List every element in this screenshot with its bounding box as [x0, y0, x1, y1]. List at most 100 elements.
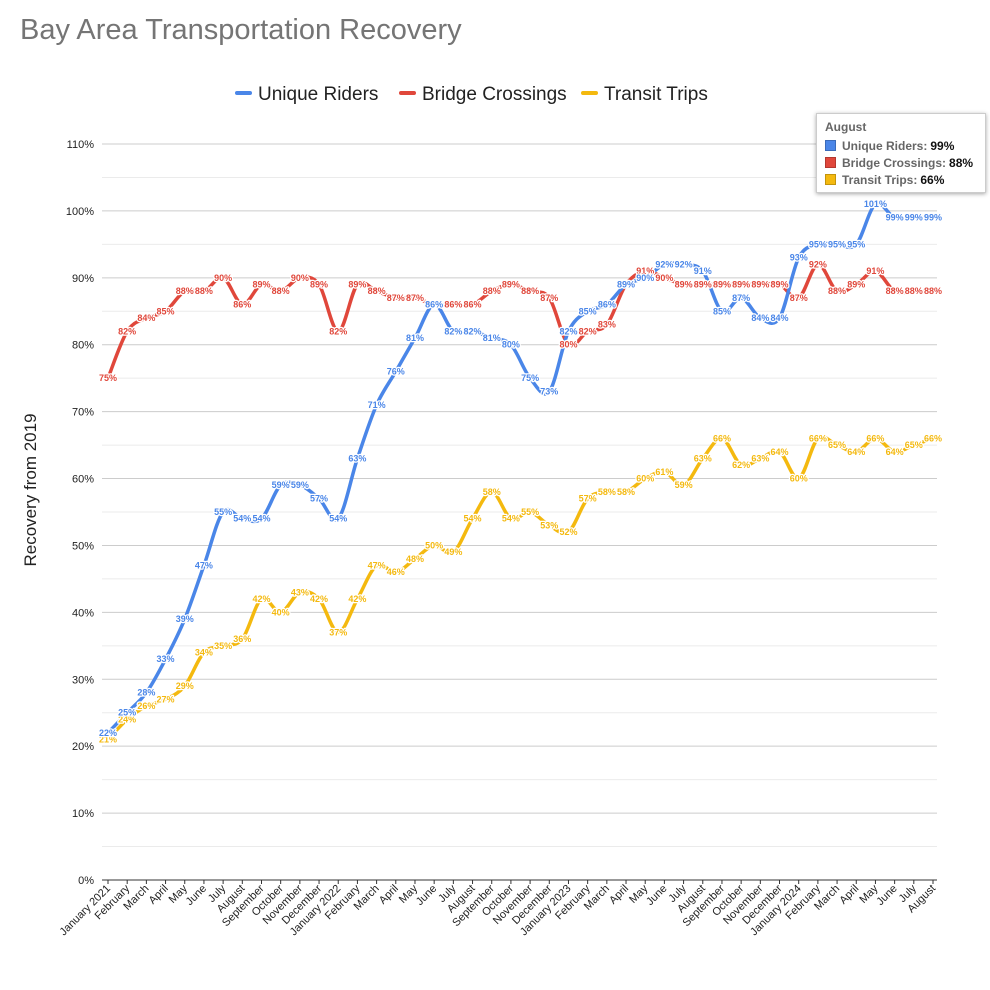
data-label-unique-riders: 81%	[406, 333, 424, 343]
data-label-transit-trips: 59%	[675, 480, 693, 490]
data-label-bridge-crossings: 90%	[291, 273, 309, 283]
data-label-transit-trips: 57%	[579, 494, 597, 504]
series-lines	[106, 201, 935, 742]
data-label-bridge-crossings: 91%	[866, 266, 884, 276]
series-line-bridge-crossings	[106, 262, 935, 380]
chart-title: Bay Area Transportation Recovery	[20, 14, 462, 46]
data-label-bridge-crossings: 88%	[886, 286, 904, 296]
data-label-unique-riders: 99%	[886, 213, 904, 223]
data-label-transit-trips: 29%	[176, 681, 194, 691]
data-label-unique-riders: 57%	[310, 494, 328, 504]
y-tick-label: 10%	[72, 808, 94, 820]
series-line-transit-trips	[106, 435, 935, 742]
data-label-bridge-crossings: 89%	[675, 280, 693, 290]
data-label-transit-trips: 60%	[636, 474, 654, 484]
data-label-transit-trips: 50%	[425, 540, 443, 550]
data-label-unique-riders: 59%	[291, 480, 309, 490]
y-axis-label: Recovery from 2019	[21, 413, 40, 566]
data-label-unique-riders: 76%	[387, 366, 405, 376]
data-label-bridge-crossings: 87%	[406, 293, 424, 303]
y-tick-label: 50%	[72, 540, 94, 552]
data-label-unique-riders: 82%	[444, 326, 462, 336]
y-tick-label: 30%	[72, 674, 94, 686]
data-label-bridge-crossings: 88%	[828, 286, 846, 296]
y-tick-label: 20%	[72, 741, 94, 753]
y-tick-label: 70%	[72, 407, 94, 419]
legend-item-transit-trips[interactable]: Transit Trips	[581, 84, 708, 105]
data-label-unique-riders: 95%	[809, 239, 827, 249]
data-label-bridge-crossings: 87%	[387, 293, 405, 303]
data-label-unique-riders: 54%	[252, 514, 270, 524]
data-label-unique-riders: 82%	[464, 326, 482, 336]
data-labels: 21%24%26%27%29%34%35%36%42%40%43%42%37%4…	[98, 198, 944, 746]
data-label-transit-trips: 42%	[348, 594, 366, 604]
data-label-transit-trips: 46%	[387, 567, 405, 577]
data-label-transit-trips: 61%	[655, 467, 673, 477]
series-line-unique-riders	[106, 201, 935, 735]
data-label-unique-riders: 82%	[559, 326, 577, 336]
data-label-bridge-crossings: 84%	[137, 313, 155, 323]
data-label-transit-trips: 65%	[905, 440, 923, 450]
data-label-bridge-crossings: 88%	[195, 286, 213, 296]
y-tick-label: 100%	[66, 206, 94, 218]
data-label-unique-riders: 39%	[176, 614, 194, 624]
y-tick-label: 80%	[72, 340, 94, 352]
data-label-unique-riders: 55%	[214, 507, 232, 517]
tooltip-label: Bridge Crossings:	[842, 155, 947, 170]
data-label-bridge-crossings: 92%	[809, 259, 827, 269]
data-label-transit-trips: 55%	[521, 507, 539, 517]
data-label-bridge-crossings: 88%	[176, 286, 194, 296]
tooltip-label: Transit Trips:	[842, 172, 918, 187]
data-label-transit-trips: 58%	[617, 487, 635, 497]
legend-item-unique-riders[interactable]: Unique Riders	[235, 84, 378, 105]
data-label-bridge-crossings: 83%	[598, 320, 616, 330]
data-label-transit-trips: 65%	[828, 440, 846, 450]
data-label-unique-riders: 93%	[790, 253, 808, 263]
data-label-bridge-crossings: 88%	[272, 286, 290, 296]
data-label-bridge-crossings: 89%	[694, 280, 712, 290]
data-label-unique-riders: 86%	[598, 300, 616, 310]
data-label-unique-riders: 54%	[233, 514, 251, 524]
data-label-unique-riders: 80%	[502, 340, 520, 350]
data-label-transit-trips: 35%	[214, 641, 232, 651]
data-label-transit-trips: 64%	[771, 447, 789, 457]
tooltip-header: August	[825, 120, 867, 134]
data-label-unique-riders: 28%	[137, 688, 155, 698]
data-label-transit-trips: 53%	[540, 520, 558, 530]
data-label-unique-riders: 71%	[368, 400, 386, 410]
tooltip-swatch-unique-riders	[825, 140, 836, 151]
data-label-bridge-crossings: 86%	[464, 300, 482, 310]
data-label-transit-trips: 60%	[790, 474, 808, 484]
data-label-bridge-crossings: 89%	[713, 280, 731, 290]
y-tick-label: 60%	[72, 474, 94, 486]
data-label-transit-trips: 34%	[195, 648, 213, 658]
data-label-unique-riders: 84%	[771, 313, 789, 323]
tooltip-swatch-bridge-crossings	[825, 157, 836, 168]
data-label-bridge-crossings: 85%	[157, 306, 175, 316]
data-label-bridge-crossings: 87%	[790, 293, 808, 303]
data-label-transit-trips: 21%	[99, 734, 117, 744]
data-label-bridge-crossings: 88%	[905, 286, 923, 296]
data-label-transit-trips: 37%	[329, 627, 347, 637]
data-label-bridge-crossings: 91%	[636, 266, 654, 276]
x-tick-label: April	[147, 883, 171, 907]
x-axis-ticks: January 2021FebruaryMarchAprilMayJuneJul…	[57, 880, 938, 938]
tooltip-value: 99%	[930, 138, 955, 153]
legend: Unique Riders Bridge Crossings Transit Tri…	[235, 84, 708, 105]
data-label-bridge-crossings: 88%	[521, 286, 539, 296]
data-label-unique-riders: 75%	[521, 373, 539, 383]
data-label-transit-trips: 42%	[310, 594, 328, 604]
data-label-transit-trips: 58%	[483, 487, 501, 497]
data-label-unique-riders: 63%	[348, 453, 366, 463]
data-label-unique-riders: 99%	[924, 213, 942, 223]
x-tick-label: April	[377, 883, 401, 907]
data-label-bridge-crossings: 89%	[310, 280, 328, 290]
legend-label: Bridge Crossings	[422, 84, 567, 105]
tooltip-value: 88%	[949, 155, 974, 170]
y-tick-label: 90%	[72, 273, 94, 285]
data-label-unique-riders: 85%	[579, 306, 597, 316]
tooltip-label: Unique Riders:	[842, 138, 928, 153]
data-label-transit-trips: 58%	[598, 487, 616, 497]
legend-item-bridge-crossings[interactable]: Bridge Crossings	[399, 84, 567, 105]
data-label-transit-trips: 48%	[406, 554, 424, 564]
